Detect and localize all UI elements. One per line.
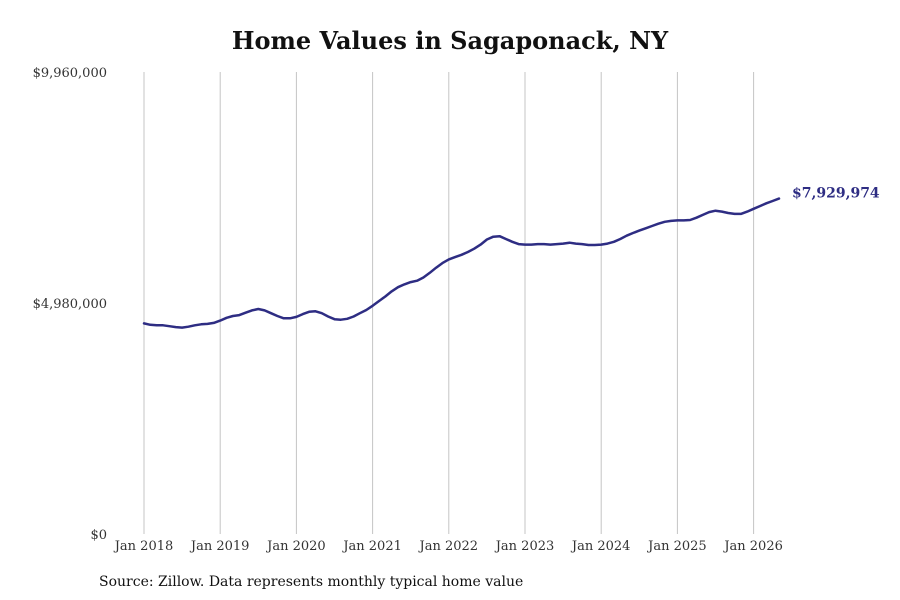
y-axis: $0 $4,980,000 $9,960,000 — [33, 66, 107, 543]
x-tick-label: Jan 2026 — [722, 539, 783, 554]
x-tick-label: Jan 2018 — [113, 539, 174, 554]
y-tick-label: $4,980,000 — [33, 297, 107, 312]
chart-title: Home Values in Sagaponack, NY — [231, 26, 669, 55]
vertical-gridlines — [143, 72, 755, 534]
x-tick-label: Jan 2023 — [494, 539, 555, 554]
home-value-line — [142, 197, 781, 329]
x-tick-label: Jan 2024 — [570, 539, 631, 554]
y-tick-label: $0 — [90, 528, 107, 543]
x-tick-label: Jan 2022 — [418, 539, 479, 554]
x-axis: Jan 2018 Jan 2019 Jan 2020 Jan 2021 Jan 2022… — [113, 539, 783, 554]
y-tick-label: $9,960,000 — [33, 66, 107, 81]
x-tick-label: Jan 2020 — [265, 539, 326, 554]
x-tick-label: Jan 2021 — [341, 539, 402, 554]
end-value-label: $7,929,974 — [792, 186, 880, 202]
x-tick-label: Jan 2025 — [646, 539, 707, 554]
source-note: Source: Zillow. Data represents monthly … — [99, 574, 524, 590]
x-tick-label: Jan 2019 — [189, 539, 250, 554]
